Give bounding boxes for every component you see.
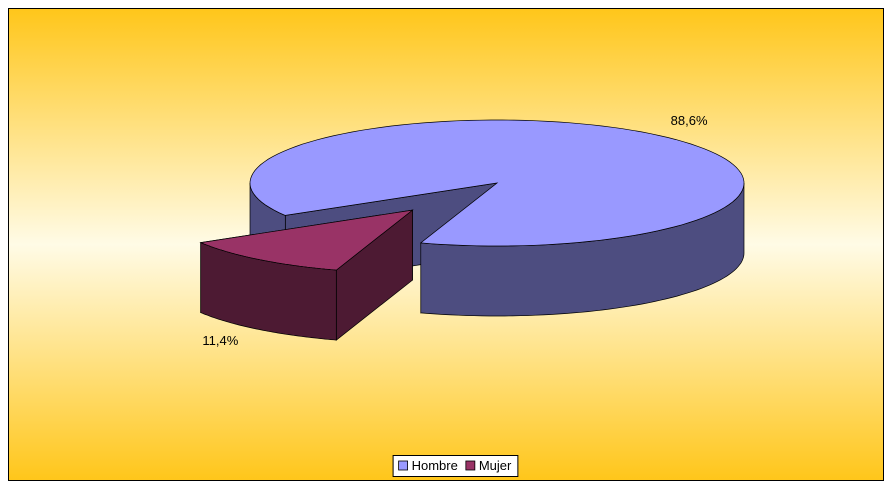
slice: [249, 119, 745, 247]
legend-box: [392, 455, 519, 477]
legend-swatch: [465, 460, 476, 471]
data-label: 11,4%: [202, 333, 238, 348]
slice: [199, 209, 414, 271]
legend-label: Hombre: [412, 458, 458, 473]
data-label: 88,6%: [671, 113, 708, 128]
legend-label: Mujer: [479, 458, 512, 473]
legend-swatch: [398, 460, 409, 471]
legend: Hombre Mujer: [392, 455, 519, 477]
pie: 88,6% 11,4%: [199, 113, 745, 348]
